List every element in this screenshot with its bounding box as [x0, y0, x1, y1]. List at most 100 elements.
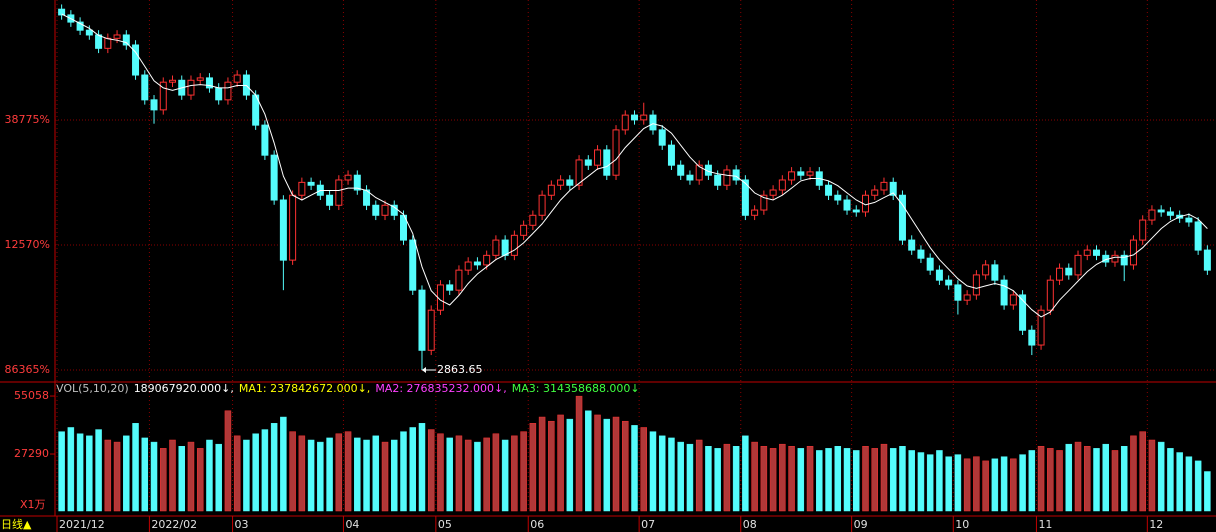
candle-body	[529, 214, 537, 226]
volume-bar	[538, 416, 546, 512]
volume-bar	[196, 448, 204, 512]
volume-bar	[1037, 446, 1045, 512]
volume-bar	[594, 414, 601, 512]
x-tick-label: 2022/02	[151, 518, 197, 531]
volume-bar	[991, 458, 999, 512]
candle-body	[76, 21, 84, 31]
candle-body	[335, 179, 343, 206]
candle-body	[427, 309, 435, 351]
volume-bar	[289, 431, 296, 512]
volume-bar	[1065, 443, 1073, 512]
x-tick-label: 12	[1149, 518, 1163, 531]
candle-body	[446, 284, 454, 291]
volume-bar	[95, 429, 102, 512]
candle-body	[233, 74, 241, 83]
period-label: 日线▲	[1, 517, 32, 531]
candle-body	[557, 179, 565, 186]
volume-bar	[1111, 450, 1119, 512]
volume-bar	[529, 423, 537, 512]
volume-bar	[871, 448, 878, 512]
volume-bar	[853, 450, 860, 512]
candle-body	[95, 34, 103, 49]
x-tick-label: 10	[955, 518, 969, 531]
x-tick-label: 07	[641, 518, 655, 531]
volume-bar	[843, 448, 851, 512]
x-tick-label: 08	[743, 518, 757, 531]
volume-bar	[936, 450, 943, 512]
volume-bar	[622, 420, 629, 512]
candle-body	[279, 199, 287, 261]
candle-body	[464, 261, 472, 271]
candle-body	[972, 274, 980, 296]
volume-bar	[409, 427, 416, 512]
candle-body	[520, 224, 528, 236]
candle-body	[344, 174, 352, 181]
volume-bar	[797, 448, 805, 512]
volume-bar	[668, 437, 675, 512]
candle-body	[205, 77, 213, 89]
volume-bar	[326, 437, 333, 512]
legend-entry: MA1: 237842672.000↓,	[239, 382, 370, 395]
volume-bar	[649, 431, 657, 512]
volume-bar	[973, 456, 980, 512]
volume-bar	[1157, 441, 1165, 512]
candle-body	[898, 194, 906, 241]
candle-body	[778, 179, 786, 191]
y-tick-label: 12570%	[5, 238, 50, 251]
legend-entry: 189067920.000↓,	[134, 382, 234, 395]
volume-bar	[557, 414, 564, 512]
volume-unit: X1万	[20, 498, 46, 511]
volume-bar	[769, 448, 777, 512]
candle-body	[122, 34, 130, 46]
candle-body	[1203, 249, 1211, 271]
candle-body	[483, 254, 491, 266]
candle-body	[621, 114, 629, 131]
volume-bar	[1084, 446, 1091, 512]
volume-bar	[889, 448, 897, 512]
candle-body	[1166, 211, 1174, 216]
volume-bar	[1019, 454, 1026, 512]
candle-body	[473, 261, 481, 266]
volume-bar	[760, 446, 768, 512]
volume-bar	[206, 439, 213, 512]
candle-body	[1111, 254, 1119, 263]
candle-body	[132, 44, 140, 76]
volume-bar	[169, 439, 176, 512]
volume-bar	[1056, 450, 1063, 512]
volume-bar	[1130, 435, 1137, 512]
volume-bar	[243, 439, 250, 512]
candle-body	[113, 34, 121, 39]
volume-bar	[418, 423, 426, 512]
volume-bar	[298, 435, 306, 512]
volume-bar	[1074, 441, 1082, 512]
volume-bar	[427, 429, 435, 512]
volume-bar	[1204, 471, 1211, 512]
candle-body	[825, 184, 833, 196]
volume-bar	[1102, 443, 1109, 512]
volume-bar	[1093, 448, 1100, 512]
candle-body	[686, 174, 694, 181]
candle-body	[307, 181, 315, 186]
candle-body	[1185, 217, 1193, 223]
volume-bar	[705, 446, 712, 512]
volume-bar	[187, 441, 195, 512]
volume-bar	[1000, 456, 1008, 512]
volume-bar	[1120, 446, 1128, 512]
candle-body	[806, 171, 814, 176]
x-tick-label: 09	[854, 518, 868, 531]
legend-entry: VOL(5,10,20)	[56, 382, 129, 395]
volume-bar	[695, 439, 703, 512]
candle-body	[751, 209, 759, 216]
candle-body	[196, 77, 204, 81]
candle-body	[455, 269, 463, 291]
candle-body	[1056, 267, 1064, 281]
candle-body	[85, 29, 93, 36]
candle-body	[104, 37, 112, 49]
volume-bar	[400, 431, 407, 512]
candle-body	[649, 114, 657, 131]
candle-body	[760, 194, 768, 211]
candle-body	[732, 169, 740, 181]
volume-bar	[640, 427, 647, 512]
candle-body	[326, 194, 334, 206]
candle-body	[714, 174, 722, 186]
